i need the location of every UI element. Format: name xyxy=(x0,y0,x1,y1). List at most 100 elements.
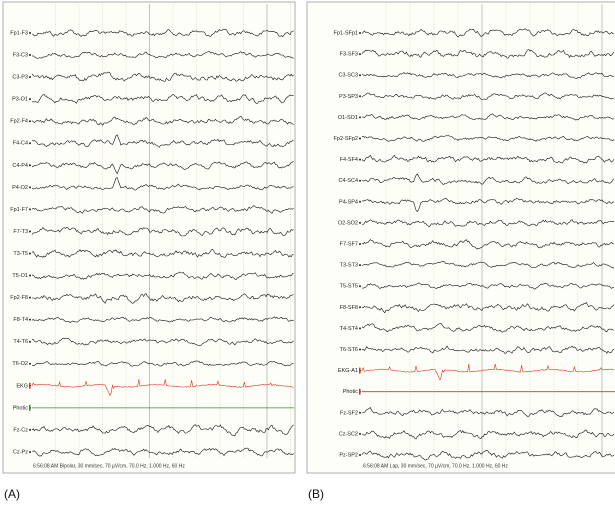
channel-label: P3-SP3 xyxy=(339,94,358,100)
channel-dot xyxy=(29,142,31,145)
eeg-trace xyxy=(31,93,294,104)
channel-label: F7-T3 xyxy=(13,229,28,235)
photic-marker xyxy=(359,388,361,395)
channel-dot xyxy=(29,186,31,189)
channel-label: O2-SO2 xyxy=(338,220,358,226)
channel-label: Cz-Pz xyxy=(13,449,28,455)
channel-label: C4-SC4 xyxy=(338,178,358,184)
eeg-trace xyxy=(361,197,615,213)
channel-dot xyxy=(29,76,31,79)
eeg-trace xyxy=(31,271,294,281)
eeg-trace xyxy=(31,205,294,214)
ekg-marker xyxy=(29,382,31,389)
eeg-trace xyxy=(31,71,294,82)
eeg-trace xyxy=(361,92,615,100)
channel-label: P4-SP4 xyxy=(339,199,358,205)
channel-dot xyxy=(359,432,361,435)
channel-dot xyxy=(359,74,361,77)
eeg-trace xyxy=(31,292,294,304)
channel-label: T4-ST4 xyxy=(340,326,358,332)
channel-label: T3-ST3 xyxy=(340,263,358,269)
eeg-trace xyxy=(31,249,294,258)
channel-dot xyxy=(359,411,361,414)
ekg-marker xyxy=(359,367,361,374)
channel-label: C4-P4 xyxy=(12,163,28,169)
channel-dot xyxy=(29,120,31,123)
channel-dot xyxy=(29,318,31,321)
channel-dot xyxy=(359,285,361,288)
eeg-trace xyxy=(31,176,294,191)
eeg-trace xyxy=(361,261,615,269)
channel-label: T6-ST6 xyxy=(340,347,358,353)
eeg-trace xyxy=(361,429,615,440)
eeg-trace xyxy=(361,301,615,314)
eeg-trace xyxy=(361,173,615,185)
channel-label: Cz-SC2 xyxy=(339,431,358,437)
channel-label: Fp1-F3 xyxy=(10,30,28,36)
channel-label: Pz-SP2 xyxy=(339,452,358,458)
eeg-trace xyxy=(361,239,615,250)
channel-dot xyxy=(359,200,361,203)
channel-dot xyxy=(29,32,31,34)
channel-label: Fz-SF2 xyxy=(340,410,358,416)
channel-label: Fz-Cz xyxy=(13,427,28,433)
channel-label: O1-SO1 xyxy=(338,115,358,121)
channel-dot xyxy=(359,116,361,119)
channel-dot xyxy=(29,54,31,57)
channel-label: P3-O1 xyxy=(12,97,28,103)
channel-dot xyxy=(359,306,361,309)
eeg-trace xyxy=(31,51,294,59)
channel-label: T4-T6 xyxy=(13,339,28,345)
channel-dot xyxy=(29,98,31,101)
channel-label: T3-T5 xyxy=(13,251,28,257)
photic-marker xyxy=(29,404,31,411)
eeg-trace xyxy=(31,360,294,367)
eeg-trace xyxy=(361,28,615,38)
ekg-trace xyxy=(31,379,294,397)
channel-dot xyxy=(29,450,31,453)
eeg-trace xyxy=(31,424,294,437)
footer: 6:56:08 AM Lap, 30 mm/sec, 70 µV/cm, 70.… xyxy=(363,463,508,469)
eeg-trace xyxy=(31,29,294,38)
panel-b-frame xyxy=(306,1,615,474)
eeg-trace xyxy=(31,134,294,148)
channel-label: F7-SF7 xyxy=(340,241,358,247)
channel-label: EKG-A1 xyxy=(338,368,358,374)
channel-label: F4-C4 xyxy=(13,141,28,147)
channel-dot xyxy=(359,95,361,98)
eeg-trace xyxy=(31,316,294,323)
channel-dot xyxy=(29,252,31,255)
channel-dot xyxy=(29,164,31,167)
channel-dot xyxy=(359,264,361,267)
channel-label: T5-O1 xyxy=(12,273,28,279)
channel-dot xyxy=(359,137,361,140)
eeg-trace xyxy=(31,447,294,457)
channel-dot xyxy=(29,208,31,211)
eeg-trace xyxy=(361,49,615,59)
channel-dot xyxy=(29,362,31,365)
channel-dot xyxy=(359,32,361,34)
channel-label: F3-SF3 xyxy=(340,52,358,58)
channel-label: F4-SF4 xyxy=(340,157,358,163)
channel-label: F3-C3 xyxy=(13,53,28,59)
eeg-trace xyxy=(361,345,615,354)
eeg-trace xyxy=(361,323,615,333)
eeg-trace xyxy=(31,160,294,175)
eeg-trace xyxy=(31,337,294,347)
eeg-trace xyxy=(361,135,615,142)
channel-dot xyxy=(359,53,361,56)
channel-dot xyxy=(29,428,31,431)
channel-label: C3-SC3 xyxy=(338,73,358,79)
channel-dot xyxy=(29,230,31,233)
eeg-trace xyxy=(361,113,615,121)
channel-dot xyxy=(359,348,361,351)
eeg-trace xyxy=(31,115,294,126)
channel-label: T5-ST5 xyxy=(340,284,358,290)
channel-label: Fp1-F7 xyxy=(10,207,28,213)
channel-label: Fp2-F8 xyxy=(10,295,28,301)
channel-dot xyxy=(359,221,361,224)
channel-label: T6-O2 xyxy=(12,361,28,367)
channel-label: Fp2-SFp2 xyxy=(334,136,358,142)
